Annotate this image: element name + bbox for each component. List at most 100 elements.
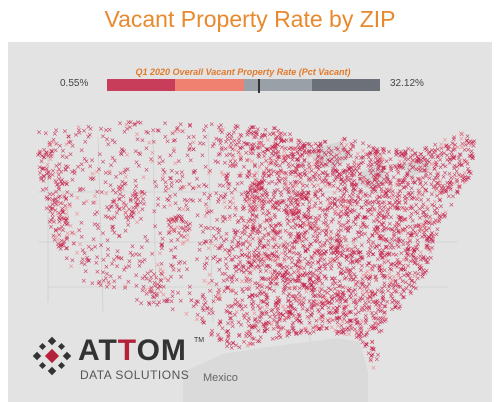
zip-point[interactable]: × xyxy=(326,309,332,317)
zip-point[interactable]: × xyxy=(321,292,327,300)
zip-point[interactable]: × xyxy=(373,188,379,196)
zip-point[interactable]: × xyxy=(380,297,386,305)
zip-point[interactable]: × xyxy=(368,288,374,296)
zip-point[interactable]: × xyxy=(397,274,403,282)
zip-point[interactable]: × xyxy=(427,213,433,221)
zip-point[interactable]: × xyxy=(64,180,70,188)
zip-point[interactable]: × xyxy=(383,225,389,233)
zip-point[interactable]: × xyxy=(356,229,362,237)
zip-point[interactable]: × xyxy=(258,309,264,317)
zip-point[interactable]: × xyxy=(286,297,292,305)
zip-point[interactable]: × xyxy=(351,264,357,272)
zip-point[interactable]: × xyxy=(374,230,380,238)
zip-point[interactable]: × xyxy=(422,145,428,153)
zip-point[interactable]: × xyxy=(274,323,280,331)
zip-point[interactable]: × xyxy=(144,166,150,174)
zip-point[interactable]: × xyxy=(191,146,197,154)
zip-point[interactable]: × xyxy=(125,213,131,221)
zip-point[interactable]: × xyxy=(261,231,267,239)
zip-point[interactable]: × xyxy=(380,288,386,296)
zip-point[interactable]: × xyxy=(108,162,114,170)
zip-point[interactable]: × xyxy=(43,193,49,201)
zip-point[interactable]: × xyxy=(222,193,228,201)
zip-point[interactable]: × xyxy=(83,268,89,276)
zip-point[interactable]: × xyxy=(377,202,383,210)
zip-point[interactable]: × xyxy=(294,196,300,204)
zip-point[interactable]: × xyxy=(251,322,257,330)
zip-point[interactable]: × xyxy=(364,214,370,222)
zip-point[interactable]: × xyxy=(394,197,400,205)
zip-point[interactable]: × xyxy=(142,256,148,264)
zip-point[interactable]: × xyxy=(188,196,194,204)
zip-point[interactable]: × xyxy=(308,268,314,276)
zip-point[interactable]: × xyxy=(250,207,256,215)
zip-point[interactable]: × xyxy=(318,312,324,320)
zip-point[interactable]: × xyxy=(338,212,344,220)
zip-point[interactable]: × xyxy=(101,256,107,264)
zip-point[interactable]: × xyxy=(315,149,321,157)
zip-point[interactable]: × xyxy=(237,144,243,152)
zip-point[interactable]: × xyxy=(249,291,255,299)
zip-point[interactable]: × xyxy=(305,246,311,254)
zip-point[interactable]: × xyxy=(372,274,378,282)
zip-point[interactable]: × xyxy=(230,287,236,295)
zip-point[interactable]: × xyxy=(336,328,342,336)
zip-point[interactable]: × xyxy=(369,344,375,352)
zip-point[interactable]: × xyxy=(314,238,320,246)
zip-point[interactable]: × xyxy=(315,163,321,171)
zip-point[interactable]: × xyxy=(137,262,143,270)
zip-point[interactable]: × xyxy=(130,191,136,199)
zip-point[interactable]: × xyxy=(274,150,280,158)
zip-point[interactable]: × xyxy=(441,173,447,181)
zip-point[interactable]: × xyxy=(442,169,448,177)
zip-point[interactable]: × xyxy=(422,156,428,164)
zip-point[interactable]: × xyxy=(365,177,371,185)
zip-point[interactable]: × xyxy=(295,201,301,209)
zip-point[interactable]: × xyxy=(273,140,279,148)
zip-point[interactable]: × xyxy=(301,231,307,239)
zip-point[interactable]: × xyxy=(296,264,302,272)
zip-point[interactable]: × xyxy=(349,322,355,330)
zip-point[interactable]: × xyxy=(109,202,115,210)
zip-point[interactable]: × xyxy=(165,296,171,304)
zip-point[interactable]: × xyxy=(242,230,248,238)
zip-point[interactable]: × xyxy=(52,130,58,138)
zip-point[interactable]: × xyxy=(265,252,271,260)
zip-point[interactable]: × xyxy=(105,237,111,245)
zip-point[interactable]: × xyxy=(243,197,249,205)
zip-point[interactable]: × xyxy=(238,155,244,163)
zip-point[interactable]: × xyxy=(190,139,196,147)
zip-point[interactable]: × xyxy=(191,303,197,311)
zip-point[interactable]: × xyxy=(405,179,411,187)
zip-point[interactable]: × xyxy=(184,266,190,274)
zip-point[interactable]: × xyxy=(175,236,181,244)
zip-point[interactable]: × xyxy=(190,197,196,205)
zip-point[interactable]: × xyxy=(405,169,411,177)
zip-point[interactable]: × xyxy=(197,140,203,148)
zip-point[interactable]: × xyxy=(47,218,53,226)
zip-point[interactable]: × xyxy=(139,137,145,145)
zip-point[interactable]: × xyxy=(116,205,122,213)
zip-point[interactable]: × xyxy=(293,297,299,305)
zip-point[interactable]: × xyxy=(37,164,43,172)
zip-point[interactable]: × xyxy=(206,310,212,318)
zip-point[interactable]: × xyxy=(363,191,369,199)
zip-point[interactable]: × xyxy=(351,181,357,189)
zip-point[interactable]: × xyxy=(298,170,304,178)
zip-point[interactable]: × xyxy=(250,235,256,243)
zip-point[interactable]: × xyxy=(405,155,411,163)
zip-point[interactable]: × xyxy=(464,137,470,145)
zip-point[interactable]: × xyxy=(314,187,320,195)
zip-point[interactable]: × xyxy=(346,267,352,275)
zip-point[interactable]: × xyxy=(72,170,78,178)
zip-point[interactable]: × xyxy=(252,254,258,262)
zip-point[interactable]: × xyxy=(254,185,260,193)
zip-point[interactable]: × xyxy=(346,326,352,334)
zip-point[interactable]: × xyxy=(166,185,172,193)
zip-point[interactable]: × xyxy=(231,227,237,235)
zip-point[interactable]: × xyxy=(53,162,59,170)
zip-point[interactable]: × xyxy=(335,242,341,250)
zip-point[interactable]: × xyxy=(347,201,353,209)
zip-point[interactable]: × xyxy=(239,229,245,237)
zip-point[interactable]: × xyxy=(370,239,376,247)
